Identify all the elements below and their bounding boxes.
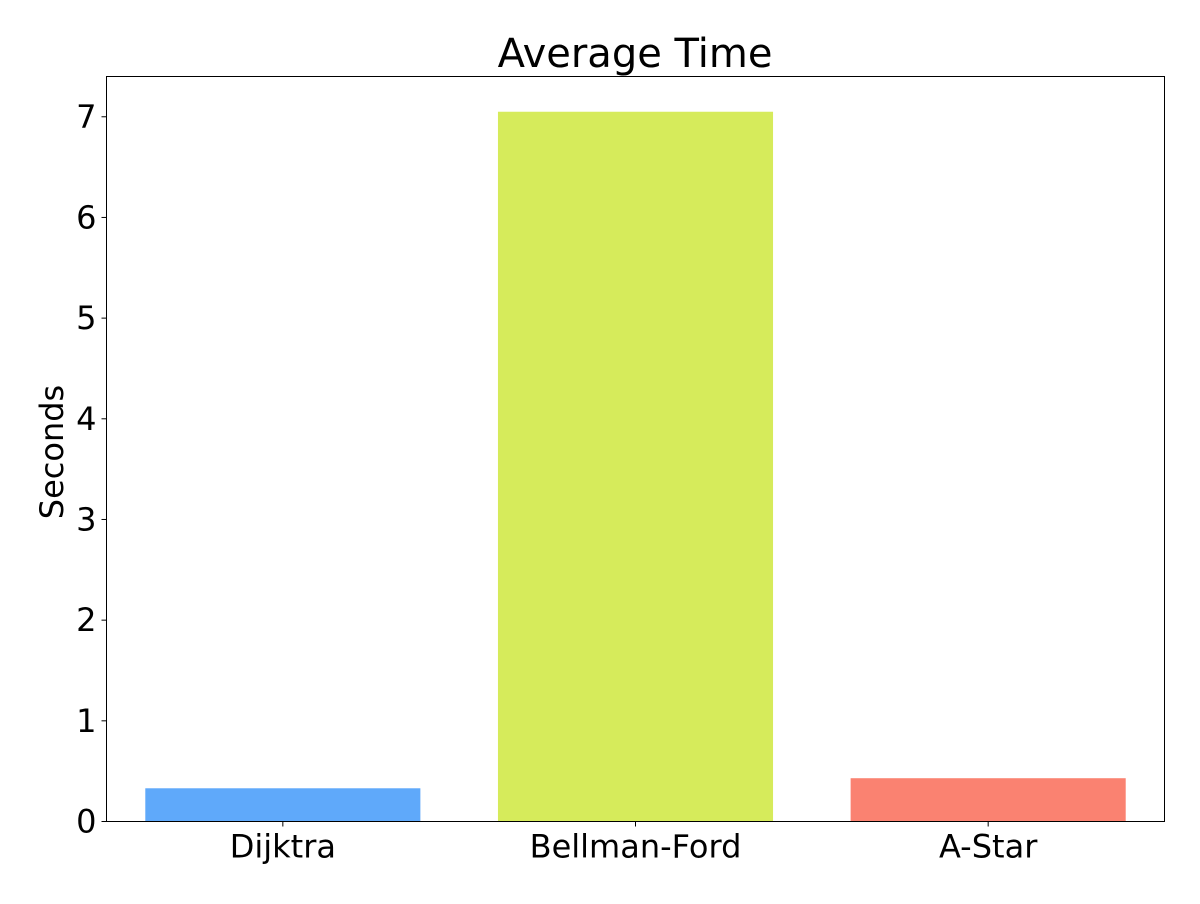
- x-tick-label: A-Star: [939, 828, 1038, 866]
- y-axis-ticks: 0 1 2 3 4 5 6 7: [76, 98, 107, 841]
- y-tick-label: 0: [76, 803, 96, 841]
- y-tick-label: 1: [76, 702, 96, 740]
- chart-title: Average Time: [498, 31, 773, 77]
- y-axis-label: Seconds: [33, 385, 71, 519]
- x-axis-ticks: Dijktra Bellman-Ford A-Star: [230, 821, 1038, 866]
- y-tick-label: 2: [76, 601, 96, 639]
- plot-frame: [106, 76, 1165, 822]
- bar-dijktra: [145, 788, 421, 822]
- y-tick-label: 6: [76, 198, 96, 236]
- x-tick-label: Dijktra: [230, 828, 336, 866]
- y-tick-label: 5: [76, 299, 96, 337]
- y-tick-label: 7: [76, 98, 96, 136]
- x-tick-label: Bellman-Ford: [530, 828, 742, 866]
- bar-a-star: [850, 778, 1126, 822]
- y-tick-label: 3: [76, 500, 96, 538]
- bar-bellman-ford: [497, 111, 774, 822]
- y-tick-label: 4: [76, 400, 96, 438]
- bars-layer: [145, 111, 1126, 822]
